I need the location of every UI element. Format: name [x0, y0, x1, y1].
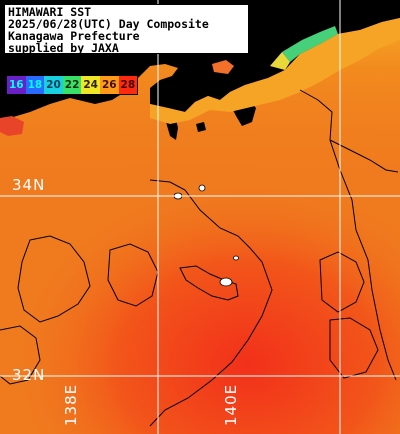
legend-swatch-26: 26 [99, 76, 119, 94]
legend-swatch-22: 22 [62, 76, 82, 94]
lat-label-32n: 32N [12, 366, 46, 384]
land-oshima [196, 122, 206, 132]
legend-swatch-28: 28 [118, 76, 138, 94]
legend-swatch-18: 18 [25, 76, 45, 94]
cloud-contours [0, 89, 399, 427]
title-line-4: supplied by JAXA [8, 41, 119, 55]
lon-label-140e: 140E [222, 383, 240, 426]
legend-swatch-16: 16 [7, 76, 26, 94]
title-line-3: Kanagawa Prefecture [8, 29, 140, 43]
lat-label-34n: 34N [12, 176, 46, 194]
orange-land-patch [212, 60, 234, 74]
legend-swatch-24: 24 [81, 76, 100, 94]
coastal-cool-patch [282, 26, 338, 62]
coastal-yellow-band [270, 52, 290, 70]
coastal-warm-band [150, 18, 400, 124]
west-coast-red-patch [0, 116, 24, 136]
southern-warm-waters [0, 120, 400, 434]
lon-label-138e: 138E [62, 383, 80, 426]
temperature-legend: 16 18 20 22 24 26 28 [6, 75, 139, 95]
title-box: HIMAWARI SST 2025/06/28(UTC) Day Composi… [4, 4, 249, 54]
legend-swatch-20: 20 [44, 76, 63, 94]
title-line-1: HIMAWARI SST [8, 5, 92, 19]
title-line-2: 2025/06/28(UTC) Day Composite [8, 17, 209, 31]
